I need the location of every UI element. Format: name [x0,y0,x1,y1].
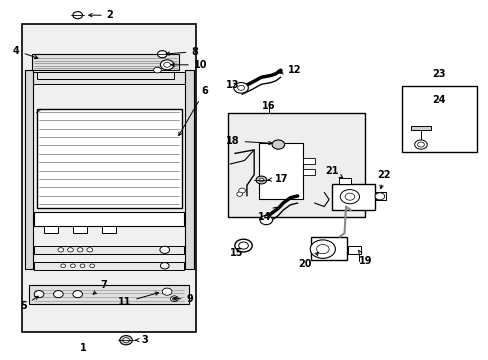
Circle shape [374,193,384,200]
Bar [375,192,385,200]
Text: 23: 23 [431,69,445,79]
Circle shape [120,336,132,345]
Bar [302,158,314,164]
Bar [302,169,314,175]
Text: 10: 10 [171,60,207,70]
Bar [32,72,186,84]
Circle shape [256,176,266,184]
Bar [338,178,350,184]
Circle shape [153,67,161,73]
Text: 17: 17 [268,174,288,184]
Text: 6: 6 [179,86,207,136]
Text: 1: 1 [80,343,86,354]
Circle shape [160,60,174,70]
Circle shape [162,288,172,295]
Circle shape [414,140,427,149]
Circle shape [271,140,284,149]
Circle shape [73,12,82,19]
Bar [227,113,365,217]
Circle shape [238,188,245,193]
Circle shape [260,215,272,225]
Bar [24,70,33,269]
Circle shape [417,142,424,147]
Circle shape [160,262,169,269]
Text: 4: 4 [13,46,38,59]
Circle shape [80,264,85,267]
Circle shape [234,239,252,252]
Circle shape [238,242,248,249]
Circle shape [163,62,170,67]
Circle shape [316,244,328,254]
Text: 16: 16 [262,101,275,111]
Text: 18: 18 [225,136,271,146]
Bar [34,246,183,255]
Text: 11: 11 [118,292,158,307]
Circle shape [340,190,359,204]
Bar [410,126,430,130]
Bar [102,226,116,233]
Bar [37,109,181,208]
Circle shape [122,338,129,343]
Text: 5: 5 [20,296,38,311]
Circle shape [236,192,242,196]
Circle shape [172,297,176,300]
Circle shape [61,264,65,267]
Bar [331,184,374,210]
Bar [34,261,183,270]
Circle shape [160,246,169,253]
Bar [73,226,87,233]
Text: 12: 12 [279,65,301,75]
Bar [401,86,476,152]
Circle shape [309,240,335,258]
Text: 19: 19 [358,251,372,266]
Text: 7: 7 [93,280,107,294]
Text: 3: 3 [135,335,147,345]
Circle shape [53,291,63,298]
Bar [29,284,188,304]
Circle shape [87,248,93,252]
Circle shape [67,248,73,252]
Text: 20: 20 [298,252,318,269]
Circle shape [237,85,244,90]
Text: 22: 22 [377,170,390,189]
Text: 9: 9 [173,294,193,304]
Text: 15: 15 [229,248,243,258]
Bar [310,237,346,260]
Circle shape [259,178,264,182]
Circle shape [90,264,95,267]
Bar [22,24,196,332]
Text: 8: 8 [166,47,198,57]
Text: 24: 24 [431,95,445,105]
Circle shape [157,51,167,58]
Circle shape [170,296,178,302]
Bar [34,212,183,226]
Text: 13: 13 [225,80,239,90]
Circle shape [233,82,248,93]
Bar [184,70,193,269]
Circle shape [58,248,63,252]
Text: 2: 2 [89,10,113,20]
Circle shape [345,193,354,200]
Bar [37,72,174,79]
Circle shape [73,291,82,298]
Text: 14: 14 [257,207,276,222]
Bar [348,246,360,255]
Bar [259,143,302,199]
Circle shape [70,264,75,267]
Circle shape [34,291,44,298]
Bar [32,54,179,70]
Text: 21: 21 [325,166,342,178]
Bar [44,226,58,233]
Circle shape [77,248,83,252]
